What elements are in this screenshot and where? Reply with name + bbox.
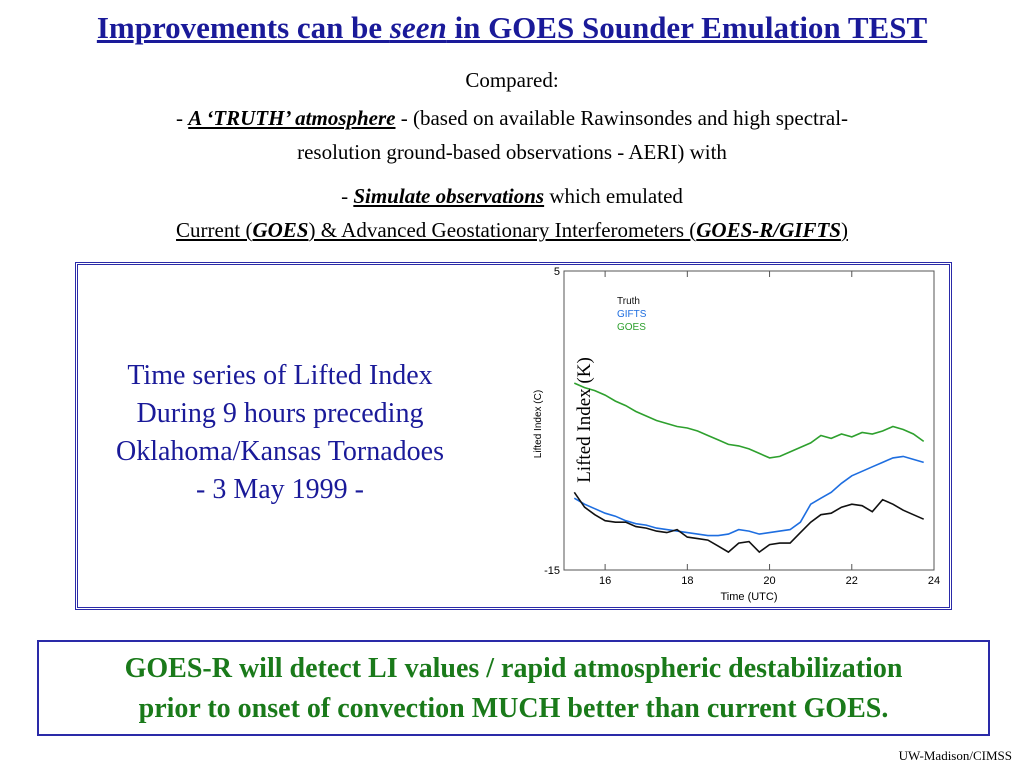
intro-truth-line: - A ‘TRUTH’ atmosphere - (based on avail… <box>175 106 849 130</box>
y-tick-label: -15 <box>544 565 560 577</box>
x-tick-label: 24 <box>928 575 940 587</box>
axis-ticks: 16 18 20 22 24 5 -15 <box>544 266 940 587</box>
intro-compared: Compared: <box>465 68 559 92</box>
intro-simulate-line: - Simulate observations which emulated <box>341 184 683 208</box>
series-line-goes <box>573 382 925 459</box>
conclusion-line-1: GOES-R will detect LI values / rapid atm… <box>124 653 903 684</box>
figure-description: Time series of Lifted Index During 9 hou… <box>70 357 490 509</box>
y-axis-label: Lifted Index (C) <box>533 390 544 458</box>
legend: Truth GIFTS GOES <box>617 296 647 333</box>
intro-truth-line-2: resolution ground-based observations - A… <box>297 140 727 164</box>
y-tick-label: 5 <box>554 266 560 278</box>
x-tick-label: 16 <box>599 575 611 587</box>
series-line-truth <box>573 491 925 554</box>
series-line-gifts <box>573 455 924 537</box>
intro-current-line: Current (GOES) & Advanced Geostationary … <box>176 218 848 242</box>
legend-entry-goes: GOES <box>617 322 646 333</box>
x-tick-label: 22 <box>846 575 858 587</box>
x-tick-label: 20 <box>763 575 775 587</box>
description-line-3: Oklahoma/Kansas Tornadoes <box>115 436 444 467</box>
conclusion-line-2: prior to onset of convection MUCH better… <box>138 693 889 724</box>
description-line-4: - 3 May 1999 - <box>196 474 364 505</box>
footer-credit: UW-Madison/CIMSS <box>898 748 1012 763</box>
lifted-index-chart: 16 18 20 22 24 5 -15 Truth GIFTS GOES Lifted Ind… <box>533 266 940 603</box>
description-line-1: Time series of Lifted Index <box>127 360 433 391</box>
series-lines <box>573 382 925 554</box>
slide-title: Improvements can be seen in GOES Sounder… <box>96 10 928 45</box>
conclusion-box: GOES-R will detect LI values / rapid atm… <box>37 640 990 736</box>
x-tick-label: 18 <box>681 575 693 587</box>
y-axis-overlay-label: Lifted Index (K) <box>574 357 595 483</box>
legend-entry-truth: Truth <box>617 296 640 307</box>
description-line-2: During 9 hours preceding <box>136 398 424 429</box>
figure-panel <box>75 262 952 610</box>
x-axis-label: Time (UTC) <box>720 591 777 603</box>
legend-entry-gifts: GIFTS <box>617 309 647 320</box>
